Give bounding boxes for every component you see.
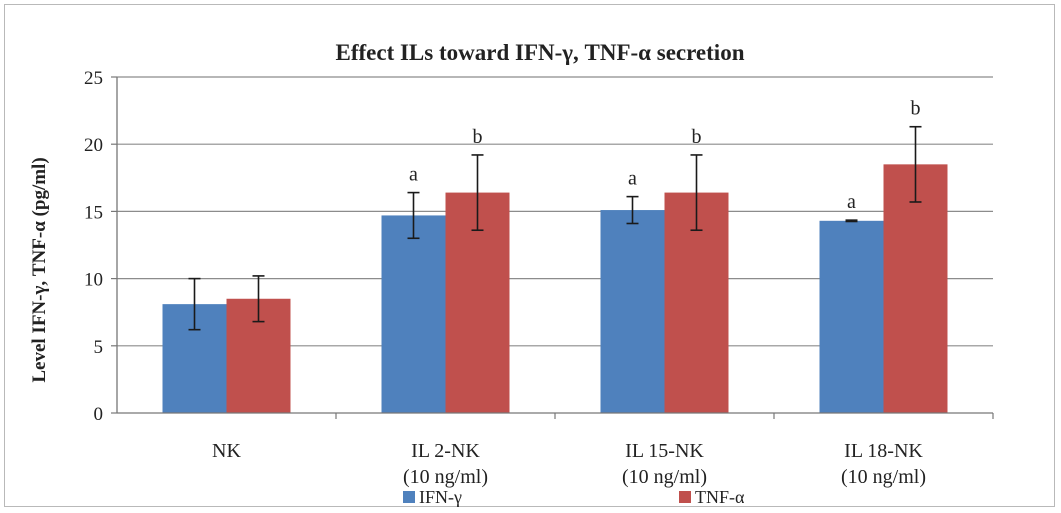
axes xyxy=(116,77,994,419)
y-tick-label: 0 xyxy=(94,404,104,425)
y-tick-label: 25 xyxy=(84,68,103,89)
error-bars xyxy=(188,125,922,331)
y-tick-label: 20 xyxy=(84,135,103,156)
bar-ifn xyxy=(819,220,884,413)
chart-frame: Effect ILs toward IFN-γ, TNF-α secretion… xyxy=(4,4,1055,507)
legend-swatch xyxy=(679,491,691,503)
bar-ifn xyxy=(600,210,665,413)
legend: IFN-γ TNF-α xyxy=(403,487,745,507)
x-axis-labels: NK IL 2-NK (10 ng/ml) IL 15-NK (10 ng/ml) IL … xyxy=(212,440,926,488)
x-tick-label: IL 18-NK xyxy=(844,440,923,462)
x-tick-label: (10 ng/ml) xyxy=(841,466,926,488)
significance-label: b xyxy=(473,126,483,148)
x-tick-label: (10 ng/ml) xyxy=(403,466,488,488)
x-tick-label: (10 ng/ml) xyxy=(622,466,707,488)
y-tick-label: 5 xyxy=(94,337,104,358)
bar-chart: Effect ILs toward IFN-γ, TNF-α secretion… xyxy=(29,40,994,507)
significance-label: b xyxy=(692,126,702,148)
bars xyxy=(162,164,948,413)
bar-tnf xyxy=(883,164,948,413)
significance-label: b xyxy=(911,98,921,120)
x-tick-label: NK xyxy=(212,440,241,462)
x-tick-label: IL 15-NK xyxy=(625,440,704,462)
bar-ifn xyxy=(381,215,446,413)
y-tick-label: 15 xyxy=(84,202,103,223)
y-tick-label: 10 xyxy=(84,270,103,291)
legend-label: IFN-γ xyxy=(419,487,462,507)
significance-labels: a b a b a b xyxy=(409,98,920,213)
significance-label: a xyxy=(628,168,637,190)
y-axis-label: Level IFN-γ, TNF-α (pg/ml) xyxy=(29,157,50,382)
chart-title: Effect ILs toward IFN-γ, TNF-α secretion xyxy=(336,40,745,65)
significance-label: a xyxy=(409,164,418,186)
legend-swatch xyxy=(403,491,415,503)
x-tick-label: IL 2-NK xyxy=(411,440,480,462)
y-axis-ticks: 0 5 10 15 20 25 xyxy=(84,68,117,425)
legend-label: TNF-α xyxy=(695,487,745,507)
significance-label: a xyxy=(847,191,856,213)
